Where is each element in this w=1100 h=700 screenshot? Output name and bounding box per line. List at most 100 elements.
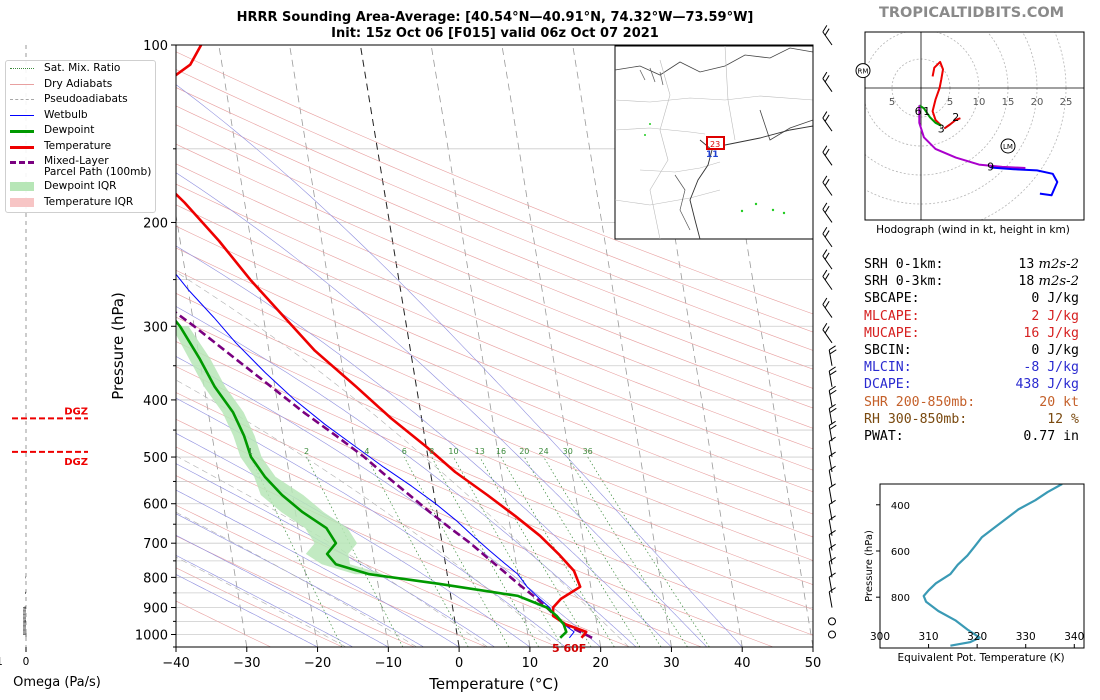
stat-row: SHR 200-850mb: 20 kt bbox=[864, 394, 1079, 411]
hodograph-ring-label: 10 bbox=[973, 97, 986, 108]
legend-swatch bbox=[10, 197, 34, 207]
legend-swatch bbox=[10, 114, 34, 116]
wind-barb bbox=[828, 483, 836, 504]
legend-swatch bbox=[10, 182, 34, 191]
svg-text:11: 11 bbox=[706, 150, 719, 160]
hodograph-trace bbox=[918, 105, 1026, 169]
wind-barb bbox=[828, 420, 837, 442]
stat-label: SRH 0-1km: bbox=[864, 257, 944, 272]
mixing-ratio-label: 13 bbox=[475, 447, 485, 456]
wind-barb bbox=[828, 436, 836, 458]
mixing-ratio-label: 20 bbox=[519, 447, 529, 456]
stat-unit: m2s-2 bbox=[1034, 274, 1079, 290]
wind-barbs bbox=[822, 25, 837, 639]
stat-value: 0.77 in bbox=[1023, 428, 1079, 445]
height-label: 1 bbox=[923, 105, 930, 118]
chart-legend: Sat. Mix. Ratio Dry Adiabats Pseudoadiabat… bbox=[5, 60, 156, 213]
legend-label: Wetbulb bbox=[44, 108, 88, 121]
skewt-panel: 23 11 1 2 4 6 8 10 13 16 20 24 30 36 −40 −30 −20 −10 0 1… bbox=[109, 25, 837, 693]
theta-e-x-tick-label: 300 bbox=[870, 631, 890, 643]
stat-row: MUCAPE: 16 J/kg bbox=[864, 325, 1079, 342]
dgz-label: DGZ bbox=[64, 457, 88, 468]
hodograph-ring-label: 20 bbox=[1031, 97, 1044, 108]
legend-label: Dry Adiabats bbox=[44, 77, 113, 90]
legend-swatch bbox=[10, 130, 34, 133]
stat-value: -8 J/kg bbox=[1023, 359, 1079, 376]
wind-barb bbox=[822, 175, 833, 196]
stat-value: 20 kt bbox=[1039, 394, 1079, 411]
legend-label: Sat. Mix. Ratio bbox=[44, 62, 121, 74]
stat-label: MLCAPE: bbox=[864, 308, 920, 324]
wind-barb bbox=[822, 269, 833, 290]
stat-label: DCAPE: bbox=[864, 377, 912, 393]
hodograph-trace bbox=[990, 166, 1059, 197]
stat-value: 0 J/kg bbox=[1031, 290, 1079, 307]
hodograph-trace bbox=[943, 117, 961, 130]
calm-wind-circle bbox=[828, 630, 836, 639]
omega-x-label: Omega (Pa/s) bbox=[13, 675, 101, 690]
mixing-ratio-label: 36 bbox=[583, 447, 593, 456]
wind-barb bbox=[822, 111, 833, 132]
wind-barb bbox=[828, 543, 836, 565]
chart-title-line2: Init: 15z Oct 06 [F015] valid 06z Oct 07… bbox=[331, 26, 659, 41]
theta-e-y-label: Pressure (hPa) bbox=[864, 530, 875, 602]
height-label: 3 bbox=[938, 123, 945, 136]
wind-barb bbox=[828, 530, 836, 551]
dewpoint-iqr-band bbox=[176, 326, 384, 575]
skewt-profile-lines bbox=[176, 45, 593, 639]
mixing-ratio-label: 24 bbox=[539, 447, 549, 456]
wind-barb bbox=[828, 366, 837, 387]
skewt-frame bbox=[175, 44, 814, 648]
skewt-y-tick-label: 400 bbox=[143, 394, 168, 409]
dewpoint-line bbox=[176, 319, 568, 639]
legend-entry: Mixed-Layer Parcel Path (100mb) bbox=[10, 156, 155, 181]
skewt-x-tick-label: 50 bbox=[805, 656, 822, 671]
skewt-y-tick-label: 700 bbox=[143, 537, 168, 552]
mixing-ratio-label: 8 bbox=[429, 447, 434, 456]
legend-label: Dewpoint IQR bbox=[44, 180, 117, 192]
wind-barb bbox=[822, 249, 833, 270]
skewt-y-tick-label: 200 bbox=[143, 216, 168, 231]
stat-row: SBCAPE: 0 J/kg bbox=[864, 290, 1079, 307]
legend-label: Mixed-Layer Parcel Path (100mb) bbox=[44, 155, 152, 178]
wind-barb bbox=[828, 403, 837, 425]
wind-barb bbox=[828, 557, 836, 578]
skewt-x-tick-label: −10 bbox=[375, 656, 402, 671]
stat-number: 0 J/kg bbox=[1031, 291, 1079, 307]
wind-barb bbox=[828, 465, 836, 487]
skewt-y-tick-label: 500 bbox=[143, 451, 168, 466]
legend-swatch bbox=[10, 145, 34, 149]
stat-label: SBCAPE: bbox=[864, 291, 920, 307]
skewt-y-tick-label: 1000 bbox=[135, 629, 168, 644]
brand-watermark: TROPICALTIDBITS.COM bbox=[879, 5, 1065, 21]
wind-barb bbox=[822, 25, 833, 46]
hodograph-ring-label: 15 bbox=[1002, 97, 1015, 108]
stat-number: 16 J/kg bbox=[1023, 325, 1079, 341]
hodograph-trace bbox=[931, 60, 944, 127]
surface-dewpoint-label: 5 60F bbox=[552, 642, 586, 655]
mixing-ratio-label: 6 bbox=[402, 447, 407, 456]
stat-label: MLCIN: bbox=[864, 360, 912, 376]
legend-swatch bbox=[10, 161, 34, 164]
stat-unit: m2s-2 bbox=[1034, 257, 1079, 272]
wind-barb bbox=[828, 587, 836, 608]
dgz-label: DGZ bbox=[64, 406, 88, 417]
skewt-x-tick-label: −40 bbox=[162, 656, 189, 671]
wind-barb bbox=[828, 499, 836, 521]
wind-barb bbox=[828, 345, 837, 366]
stat-label: PWAT: bbox=[864, 429, 904, 445]
stat-number: 0 J/kg bbox=[1031, 343, 1079, 359]
wind-barb bbox=[822, 71, 833, 92]
stat-row: DCAPE: 438 J/kg bbox=[864, 376, 1079, 393]
legend-entry: Sat. Mix. Ratio bbox=[10, 63, 155, 79]
skewt-y-tick-label: 800 bbox=[143, 571, 168, 586]
stat-number: 18 bbox=[1018, 274, 1035, 290]
legend-entry: Wetbulb bbox=[10, 108, 155, 126]
stat-value: 438 J/kg bbox=[1015, 376, 1079, 393]
storm-motion-marker bbox=[855, 63, 871, 79]
skewt-x-tick-label: 40 bbox=[734, 656, 751, 671]
height-label: 6 bbox=[915, 105, 922, 118]
storm-motion-label: RM bbox=[858, 68, 869, 76]
